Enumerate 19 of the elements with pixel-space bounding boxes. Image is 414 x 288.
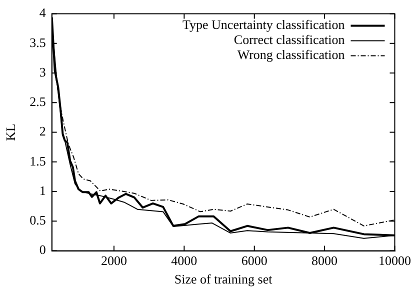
x-tick-label: 2000 [100,253,127,268]
x-axis-title: Size of training set [174,272,273,287]
x-tick-label: 8000 [312,253,338,268]
x-tick-label: 4000 [171,253,198,268]
legend-label: Type Uncertainty classification [182,17,346,32]
y-tick-label: 1 [39,182,46,198]
legend-label: Wrong classification [237,47,346,62]
y-tick-label: 0.5 [30,212,46,228]
y-tick-label: 3 [39,64,46,80]
y-tick-label: 4 [39,5,46,20]
x-tick-label: 6000 [241,253,268,268]
y-axis-title: KL [3,124,18,141]
y-tick-label: 2 [39,124,46,139]
y-tick-label: 0 [39,242,46,258]
legend-label: Correct classification [234,32,346,48]
y-tick-label: 3.5 [30,34,46,50]
y-tick-label: 1.5 [30,153,46,168]
x-tick-label: 10000 [378,253,411,268]
y-tick-label: 2.5 [30,94,46,110]
